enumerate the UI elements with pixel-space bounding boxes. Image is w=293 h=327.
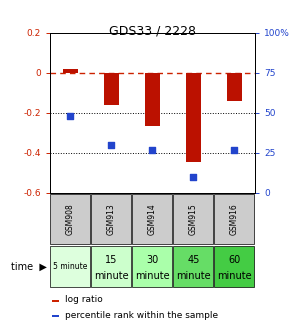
Text: 45: 45 [187,255,200,265]
Text: minute: minute [217,271,252,281]
Bar [103,73,119,105]
Point [150,147,155,152]
Bar [91,194,132,244]
Point [191,174,196,180]
Text: time  ▶: time ▶ [11,262,47,272]
Text: percentile rank within the sample: percentile rank within the sample [65,311,219,320]
Bar [144,73,160,126]
Text: GDS33 / 2228: GDS33 / 2228 [109,25,196,38]
Bar [132,194,173,244]
Text: GSM915: GSM915 [189,203,198,235]
Point [109,142,114,147]
Bar [62,69,78,73]
Bar [226,73,242,101]
Text: GSM914: GSM914 [148,203,157,235]
Text: 30: 30 [146,255,159,265]
Text: GSM908: GSM908 [66,203,75,235]
Bar [173,246,214,287]
Bar [132,246,173,287]
Bar [52,300,59,301]
Bar [173,194,214,244]
Text: minute: minute [176,271,211,281]
Text: minute: minute [94,271,129,281]
Text: GSM916: GSM916 [230,203,239,235]
Point [232,147,237,152]
Text: 5 minute: 5 minute [53,262,88,271]
Bar [50,194,91,244]
Text: log ratio: log ratio [65,295,103,304]
Point [68,113,73,119]
Bar [91,246,132,287]
Text: 15: 15 [105,255,117,265]
Bar [52,315,59,317]
Bar [185,73,201,162]
Bar [50,246,91,287]
Text: 60: 60 [228,255,241,265]
Bar [214,194,255,244]
Bar [214,246,255,287]
Text: minute: minute [135,271,170,281]
Text: GSM913: GSM913 [107,203,116,235]
